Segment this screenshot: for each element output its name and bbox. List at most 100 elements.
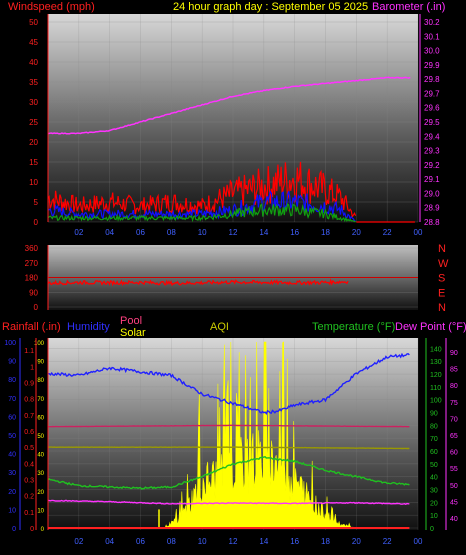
compass-label: N bbox=[438, 302, 446, 314]
wind-series-line bbox=[47, 202, 356, 223]
wind-x-tick: 22 bbox=[383, 228, 392, 237]
wind-x-tick: 04 bbox=[105, 228, 114, 237]
dewpoint-axis-tick: 55 bbox=[450, 466, 458, 473]
solar-series-area bbox=[163, 341, 357, 529]
axes-layer: 0 5 10 15 20 25 30 35 40 45 50 28.8 28.9 29.0 29.1 29.2… bbox=[4, 14, 458, 546]
wind-series-line bbox=[47, 190, 356, 222]
temperature-axis-tick: 110 bbox=[430, 385, 441, 392]
rainfall-title: Rainfall (.in) bbox=[2, 321, 61, 333]
barometer-axis-tick: 29.1 bbox=[424, 175, 440, 184]
humidity-axis-tick: 90 bbox=[8, 359, 16, 366]
direction-axis-tick: 180 bbox=[25, 274, 39, 283]
bottom-x-tick: 10 bbox=[198, 537, 207, 546]
wind-axis-tick: 30 bbox=[29, 98, 38, 107]
bottom-x-tick: 04 bbox=[105, 537, 114, 546]
barometer-axis-tick: 30.1 bbox=[424, 32, 440, 41]
bottom-x-tick: 18 bbox=[321, 537, 330, 546]
barometer-axis-tick: 29.4 bbox=[424, 132, 440, 141]
barometer-title: Barometer (.in) bbox=[372, 1, 445, 13]
bottom-x-tick: 16 bbox=[290, 537, 299, 546]
wind-x-tick: 20 bbox=[352, 228, 361, 237]
barometer-axis-tick: 29.2 bbox=[424, 161, 440, 170]
wind-barometer-panel bbox=[48, 14, 418, 222]
humidity-axis-tick: 80 bbox=[8, 377, 16, 384]
aqi-series-line bbox=[47, 446, 410, 450]
pool-series-line bbox=[47, 424, 410, 428]
humidity-axis-tick: 40 bbox=[8, 452, 16, 459]
rainfall-axis-tick: 0.1 bbox=[24, 510, 34, 517]
solar-axis-tick: 0 bbox=[41, 527, 45, 533]
wind-axis-tick: 15 bbox=[29, 158, 38, 167]
compass-label: N bbox=[438, 243, 446, 255]
wind-axis-tick: 35 bbox=[29, 78, 38, 87]
wind-axis-tick: 5 bbox=[34, 198, 39, 207]
direction-axis-tick: 0 bbox=[34, 303, 39, 312]
rainfall-axis-tick: 1.1 bbox=[24, 348, 34, 355]
wind-x-tick: 08 bbox=[167, 228, 176, 237]
barometer-series-line bbox=[47, 76, 411, 135]
wind-x-tick: 02 bbox=[74, 228, 83, 237]
solar-title: Solar bbox=[120, 327, 146, 339]
barometer-axis-tick: 29.0 bbox=[424, 189, 440, 198]
rainfall-axis-tick: 0.6 bbox=[24, 429, 34, 436]
compass-label: S bbox=[438, 273, 445, 285]
temperature-axis-tick: 90 bbox=[430, 411, 438, 418]
wind-x-tick: 14 bbox=[259, 228, 268, 237]
humidity-axis-tick: 20 bbox=[8, 489, 16, 496]
humidity-axis-tick: 50 bbox=[8, 433, 16, 440]
wind-axis-tick: 10 bbox=[29, 178, 38, 187]
aqi-title: AQI bbox=[210, 321, 229, 333]
dewpoint-axis-tick: 50 bbox=[450, 483, 458, 490]
rainfall-axis-tick: 0.8 bbox=[24, 397, 34, 404]
wind-axis-tick: 20 bbox=[29, 138, 38, 147]
humidity-axis-tick: 100 bbox=[4, 340, 16, 347]
solar-axis-tick: 60 bbox=[37, 415, 44, 421]
graph-date-title: 24 hour graph day : September 05 2025 bbox=[173, 1, 368, 13]
temperature-axis-tick: 130 bbox=[430, 359, 442, 366]
bottom-x-tick: 08 bbox=[167, 537, 176, 546]
temperature-axis-tick: 40 bbox=[430, 475, 438, 482]
direction-axis-tick: 90 bbox=[29, 288, 38, 297]
wind-x-tick: 06 bbox=[136, 228, 145, 237]
temperature-axis-tick: 30 bbox=[430, 488, 438, 495]
bottom-x-tick: 02 bbox=[74, 537, 83, 546]
dewpoint-axis-tick: 90 bbox=[450, 350, 458, 357]
compass-label: W bbox=[438, 258, 449, 270]
bottom-x-tick: 00 bbox=[414, 537, 423, 546]
dew-point-f-series-line bbox=[47, 499, 410, 505]
barometer-axis-tick: 28.9 bbox=[424, 204, 440, 213]
dewpoint-axis-tick: 80 bbox=[450, 383, 458, 390]
temperature-axis-tick: 50 bbox=[430, 462, 438, 469]
temperature-axis-tick: 20 bbox=[430, 500, 438, 507]
barometer-axis-tick: 29.5 bbox=[424, 118, 440, 127]
wind-axis-tick: 50 bbox=[29, 18, 38, 27]
temperature-axis-tick: 80 bbox=[430, 423, 438, 430]
temperature-axis-tick: 60 bbox=[430, 449, 438, 456]
humidity-series-line bbox=[48, 352, 410, 415]
wind-axis-tick: 45 bbox=[29, 38, 38, 47]
direction-axis-tick: 360 bbox=[25, 244, 39, 253]
temperature-f-series-line bbox=[47, 456, 410, 490]
wind-axis-tick: 25 bbox=[29, 118, 38, 127]
windspeed-title: Windspeed (mph) bbox=[8, 1, 95, 13]
rainfall-axis-tick: 0.5 bbox=[24, 445, 34, 452]
wind-axis-tick: 40 bbox=[29, 58, 38, 67]
wind-x-tick: 16 bbox=[290, 228, 299, 237]
barometer-axis-tick: 29.3 bbox=[424, 147, 440, 156]
temperature-axis-tick: 140 bbox=[430, 346, 442, 353]
wind-axis-tick: 0 bbox=[34, 218, 39, 227]
dewpoint-axis-tick: 45 bbox=[450, 499, 458, 506]
wind-x-tick: 12 bbox=[229, 228, 238, 237]
dewpoint-axis-tick: 65 bbox=[450, 433, 458, 440]
rainfall-axis-tick: 0.4 bbox=[24, 461, 34, 468]
dewpoint-axis-tick: 40 bbox=[450, 516, 458, 523]
temperature-axis-tick: 120 bbox=[430, 372, 442, 379]
temperature-axis-tick: 0 bbox=[430, 526, 434, 533]
barometer-axis-tick: 29.8 bbox=[424, 75, 440, 84]
rainfall-axis-tick: 0 bbox=[30, 526, 34, 533]
solar-axis-tick: 50 bbox=[37, 434, 44, 440]
barometer-axis-tick: 28.8 bbox=[424, 218, 440, 227]
dew-point-title: Dew Point (°F) bbox=[395, 321, 466, 333]
dewpoint-axis-tick: 60 bbox=[450, 450, 458, 457]
